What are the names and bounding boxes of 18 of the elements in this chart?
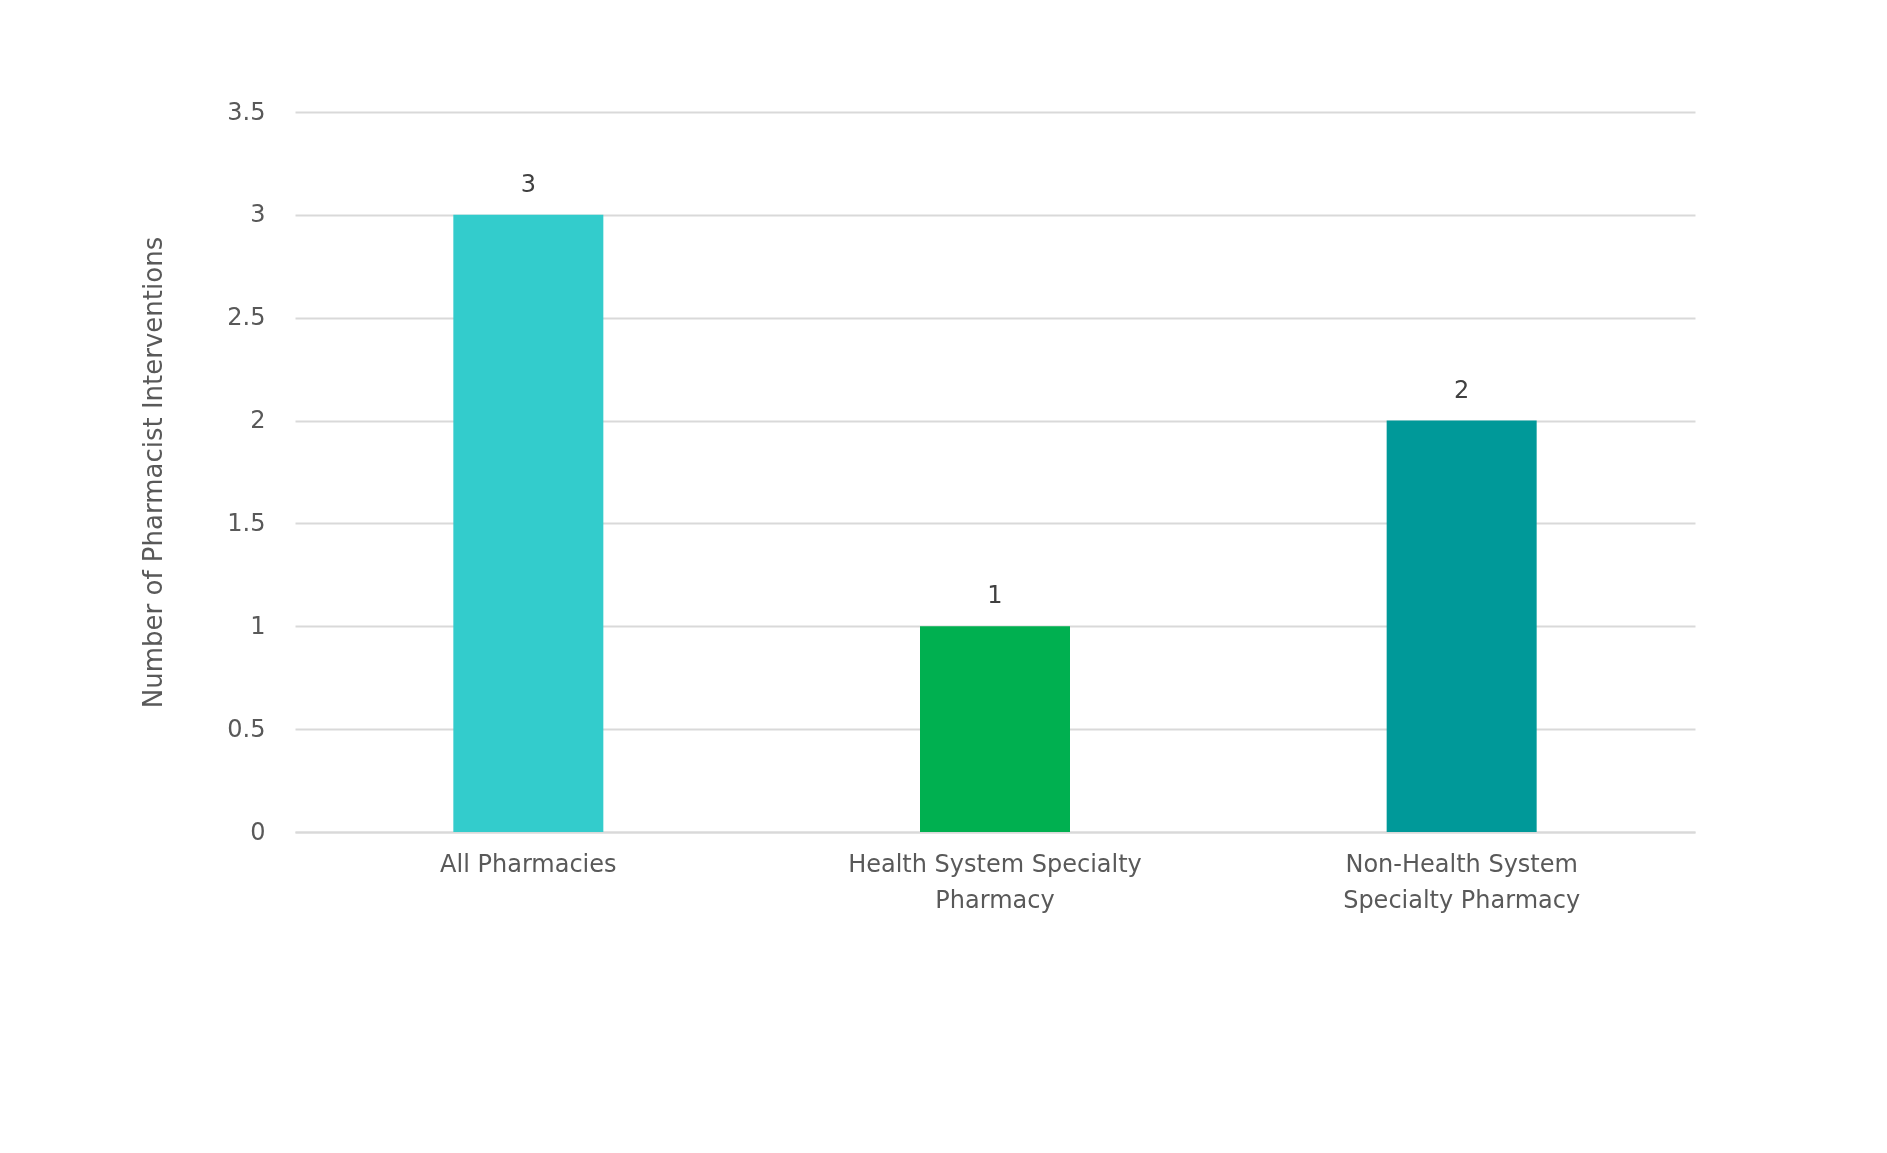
y-tick-label: 0.5: [227, 714, 266, 743]
y-tick-label: 2.5: [227, 303, 266, 332]
bar: [920, 626, 1070, 832]
y-tick-label: 3: [250, 200, 266, 229]
x-tick-label: All Pharmacies: [440, 849, 617, 878]
y-tick-label: 1.5: [227, 508, 266, 537]
x-tick-label: Health System Specialty Pharmacy: [848, 849, 1142, 914]
y-axis-title: Number of Pharmacist Interventions: [138, 236, 169, 709]
data-label: 3: [520, 169, 536, 198]
data-label: 1: [987, 581, 1003, 610]
y-tick-label: 1: [250, 611, 266, 640]
y-tick-label: 0: [250, 817, 266, 846]
y-tick-label: 3.5: [227, 97, 266, 126]
data-label: 2: [1454, 375, 1470, 404]
x-tick-label: Non-Health System Specialty Pharmacy: [1343, 849, 1581, 914]
y-tick-label: 2: [250, 406, 266, 435]
bar: [453, 214, 604, 832]
bar: [1386, 420, 1537, 832]
